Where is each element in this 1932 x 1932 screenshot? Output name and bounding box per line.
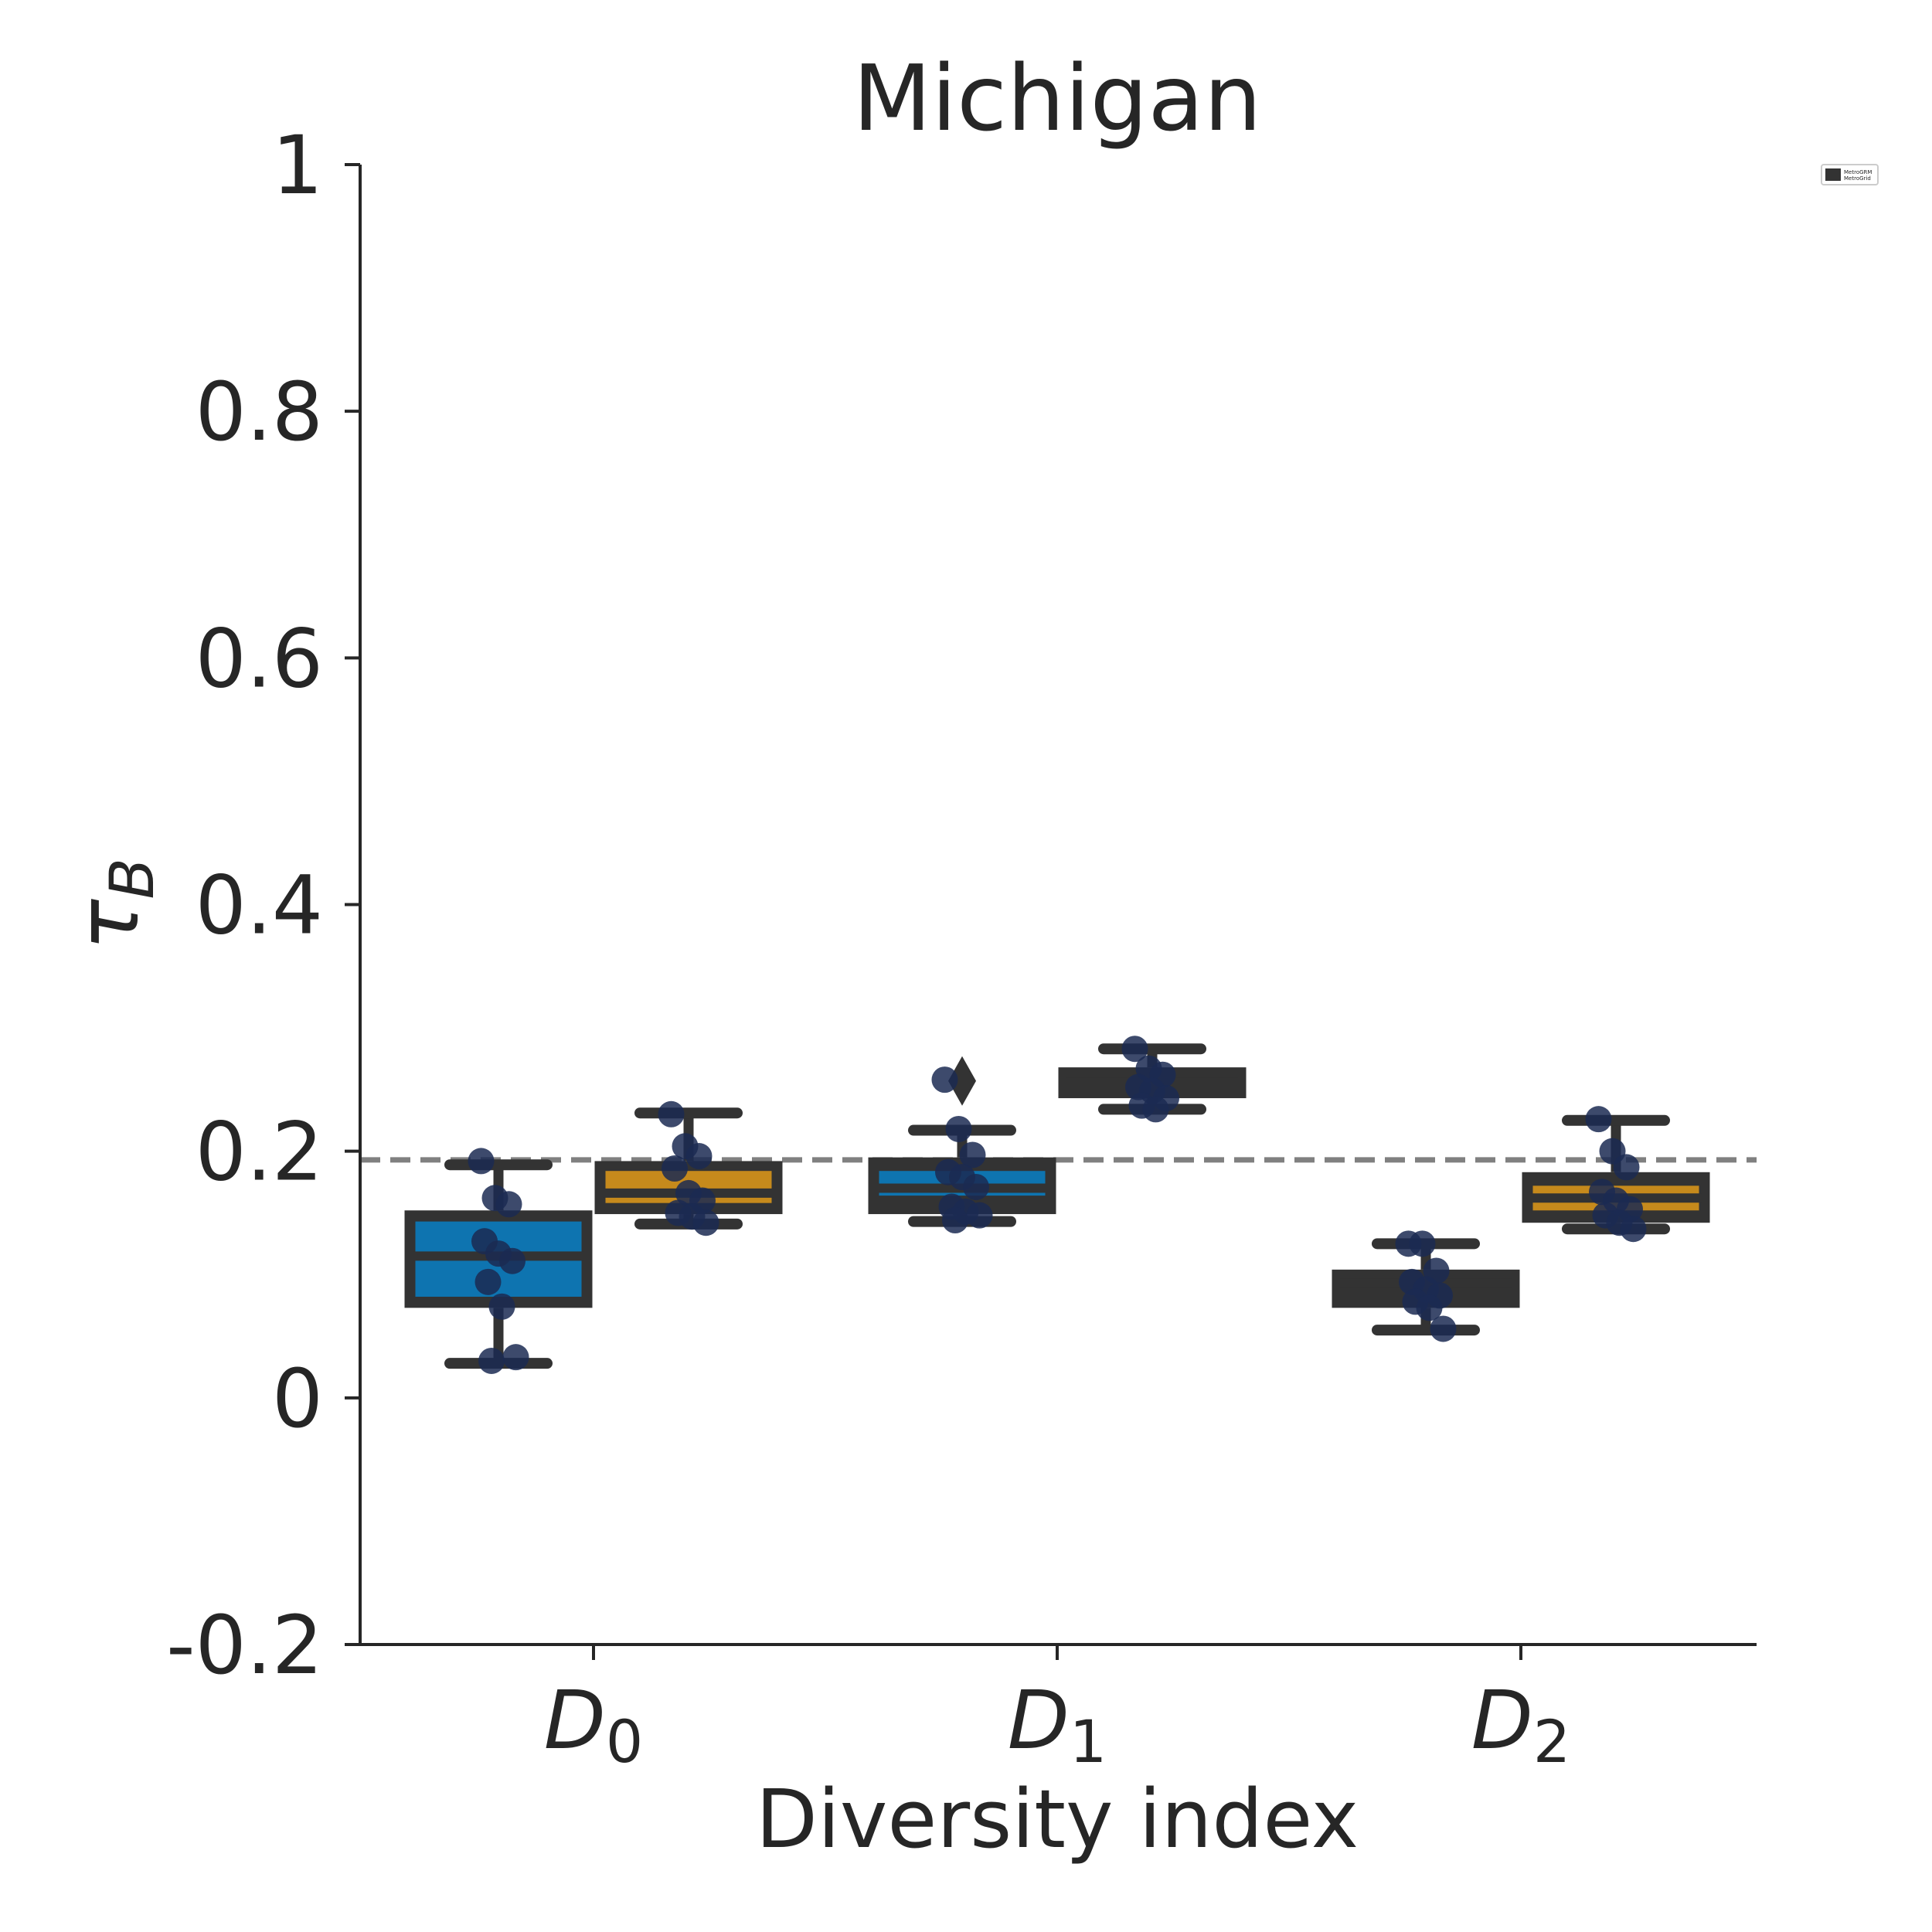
point-layer [468,1036,1647,1374]
data-point [495,1191,522,1218]
legend-swatch-2 [1825,175,1841,181]
data-point [658,1100,685,1128]
data-point [685,1143,713,1170]
legend-entry-1: MetroGRM [1844,169,1872,175]
x-tick-label: D1 [1008,1673,1107,1776]
y-tick-label: -0.2 [166,1598,323,1692]
data-point [1409,1230,1436,1257]
y-tick-label: 0.8 [196,365,323,459]
x-axis-label: Diversity index [756,1772,1359,1866]
y-tick-label: 1 [272,118,323,213]
data-point [468,1148,495,1175]
data-point [1585,1106,1612,1133]
x-tick-label: D2 [1471,1673,1570,1776]
legend-entry-2: MetroGrid [1844,175,1871,182]
data-point [1142,1096,1169,1123]
y-tick-label: 0.6 [196,611,323,706]
y-tick-label: 0.2 [196,1105,323,1199]
data-point [662,1155,688,1182]
data-point [474,1268,502,1295]
data-point [1416,1294,1443,1321]
data-point [959,1141,986,1168]
x-tick-label: D0 [544,1673,643,1776]
outlier-marker [948,1056,976,1106]
data-point [502,1344,529,1371]
data-point [945,1115,972,1142]
data-point [1430,1315,1457,1342]
legend-swatch-1 [1825,168,1841,175]
data-point [488,1293,515,1320]
chart-title: Michigan [852,45,1261,151]
y-axis-symbol: τ [59,899,158,951]
data-point [499,1247,526,1274]
data-point [1620,1216,1647,1243]
y-axis-label: τB [59,858,168,951]
data-point [1613,1154,1640,1181]
data-point [963,1173,989,1200]
data-point [942,1207,968,1234]
data-point [931,1066,958,1094]
legend: MetroGRM MetroGrid [1821,164,1879,185]
data-point [478,1347,505,1374]
data-point [692,1209,719,1236]
data-point [966,1202,993,1229]
y-tick-label: 0 [272,1352,323,1446]
y-tick-layer: -0.2 0 0.2 0.4 0.6 0.8 1 [166,118,360,1692]
y-axis-subscript: B [98,858,168,900]
data-point [1121,1036,1148,1063]
y-tick-label: 0.4 [196,859,323,953]
x-tick-layer: D0 D1 D2 [544,1645,1570,1776]
